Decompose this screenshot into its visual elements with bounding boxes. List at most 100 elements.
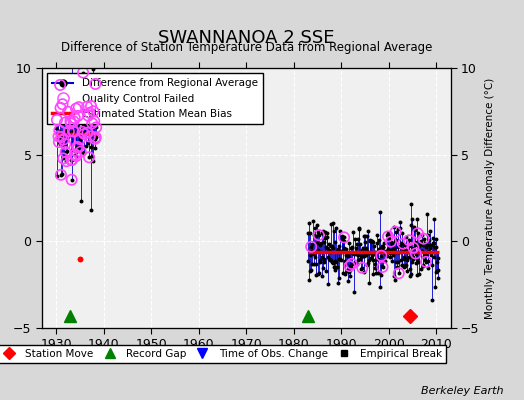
Point [370,243,378,249]
Point [328,243,336,249]
Point [310,261,319,268]
Point [401,242,409,248]
Point [350,251,358,257]
Point [335,274,343,281]
Point [426,242,434,249]
Point [307,267,315,273]
Point [346,273,354,279]
Point [314,232,323,238]
Point [367,238,376,244]
Point [387,247,396,254]
Point [415,271,423,277]
Point [336,248,345,254]
Point [309,218,318,225]
Point [83,130,92,136]
Point [368,238,376,244]
Point [54,133,63,140]
Point [400,262,409,269]
Point [422,259,430,265]
Point [425,245,434,251]
Point [312,272,320,278]
Point [313,240,321,247]
Point [389,252,397,258]
Point [390,272,398,279]
Point [379,244,387,251]
Point [72,106,80,112]
Point [311,254,319,261]
Point [378,264,387,270]
Point [340,238,348,244]
Legend: Station Move, Record Gap, Time of Obs. Change, Empirical Break: Station Move, Record Gap, Time of Obs. C… [0,345,446,363]
Point [377,263,386,269]
Point [58,101,67,108]
Point [419,262,428,269]
Point [88,153,96,159]
Point [64,109,72,115]
Point [342,251,350,258]
Point [411,250,420,257]
Point [329,220,337,226]
Point [75,148,84,155]
Point [426,228,434,234]
Point [316,239,325,246]
Point [61,141,70,147]
Point [384,233,392,240]
Point [394,259,402,266]
Point [345,263,354,269]
Point [327,256,335,263]
Point [342,246,350,252]
Point [397,240,406,246]
Point [85,110,94,116]
Point [385,248,393,254]
Point [399,264,408,270]
Point [347,244,355,251]
Point [400,254,408,260]
Point [60,136,68,143]
Point [434,255,442,261]
Point [374,237,383,244]
Point [311,232,320,239]
Point [305,252,314,258]
Point [433,268,441,274]
Point [87,103,95,109]
Point [333,248,342,254]
Point [352,249,360,256]
Point [331,258,340,264]
Point [424,232,432,238]
Point [382,251,390,257]
Point [91,81,100,87]
Point [333,263,341,270]
Point [378,243,386,250]
Point [57,134,66,140]
Point [61,141,70,147]
Point [381,250,389,256]
Point [418,242,427,248]
Point [432,244,440,250]
Point [413,230,422,236]
Point [308,241,316,248]
Point [63,127,71,134]
Point [400,256,409,262]
Point [431,269,440,275]
Point [324,253,332,260]
Point [356,249,364,255]
Point [350,289,358,296]
Text: Difference of Station Temperature Data from Regional Average: Difference of Station Temperature Data f… [61,41,432,54]
Point [369,251,378,257]
Point [68,157,76,163]
Point [392,237,400,244]
Point [391,229,400,235]
Point [366,238,374,244]
Point [61,120,69,126]
Point [390,224,399,230]
Point [54,139,63,145]
Point [59,141,67,148]
Point [372,265,380,272]
Point [362,252,370,258]
Point [89,108,97,114]
Point [87,144,95,150]
Point [369,257,377,263]
Point [76,256,84,262]
Point [362,244,370,251]
Point [427,250,435,256]
